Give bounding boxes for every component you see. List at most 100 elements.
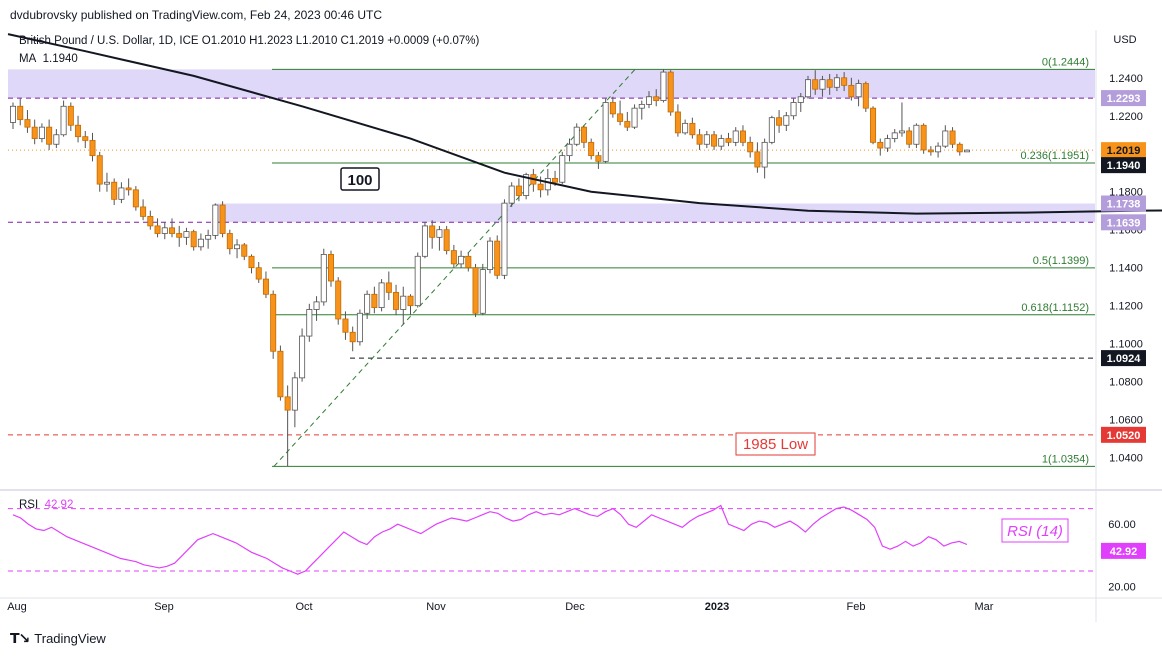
candle-body: [805, 79, 812, 98]
candle-body: [646, 96, 653, 105]
candle-body: [147, 216, 154, 227]
candle-body: [689, 122, 696, 136]
candle-body: [46, 126, 53, 145]
candle-body: [349, 331, 356, 343]
candle-body: [111, 181, 118, 200]
candle-body: [234, 244, 241, 250]
footer-brand-text: TradingView: [34, 631, 106, 646]
candle-body: [75, 124, 82, 138]
fib-level-label: 0.618(1.1152): [1021, 302, 1089, 314]
price-badge-label: 1.1639: [1107, 217, 1141, 229]
candle-body: [515, 185, 522, 196]
candle-body: [964, 149, 971, 153]
rsi-axis-tick: 20.00: [1108, 582, 1136, 594]
candle-body: [501, 202, 508, 276]
candle-body: [31, 126, 38, 139]
symbol-legend[interactable]: British Pound / U.S. Dollar, 1D, ICE O1.…: [19, 35, 480, 47]
candle-body: [776, 117, 783, 126]
candle-body: [956, 143, 963, 153]
time-axis-tick: Nov: [426, 601, 446, 613]
candle-body: [9, 105, 16, 123]
candle-body: [544, 178, 551, 191]
candle-body: [262, 278, 269, 295]
ma-period-badge: 100: [347, 172, 372, 189]
low-1985-badge-box: [735, 432, 816, 456]
price-axis-tick: 1.1000: [1109, 339, 1143, 351]
candle-body: [682, 122, 689, 134]
candle-body: [291, 377, 298, 411]
candle-body: [414, 255, 421, 307]
candle-body: [190, 231, 197, 248]
candle-body: [949, 130, 956, 145]
ma-period-badge-box: [340, 167, 380, 191]
candle-body: [891, 132, 898, 139]
rsi-line: [12, 504, 968, 575]
candle-body: [270, 293, 277, 352]
candle-body: [906, 130, 913, 145]
candle-body: [768, 117, 775, 143]
price-axis-tick: 1.1200: [1109, 301, 1143, 313]
rsi-axis-tick: 60.00: [1108, 519, 1136, 531]
price-badge-bg: [1101, 214, 1146, 231]
candle-body: [761, 141, 768, 168]
price-axis-tick: 1.2200: [1109, 111, 1143, 123]
fib-level-label: 0.236(1.1951): [1021, 150, 1090, 162]
price-badge-bg: [1101, 157, 1146, 174]
candle-body: [732, 130, 739, 143]
candle-body: [197, 238, 204, 248]
ma-legend-label: MA: [19, 53, 37, 65]
price-axis-tick: 1.2400: [1109, 73, 1143, 85]
candle-body: [602, 102, 609, 162]
candle-body: [631, 107, 638, 128]
candle-body: [53, 134, 60, 145]
candle-body: [624, 121, 631, 128]
footer-brand[interactable]: 𝗧↘ TradingView: [10, 630, 106, 647]
candle-body: [862, 83, 869, 109]
candle-body: [118, 187, 125, 200]
candle-body: [833, 77, 840, 88]
fib-level-label: 0(1.2444): [1042, 56, 1089, 68]
candle-body: [241, 244, 248, 257]
candle-body: [660, 71, 667, 101]
candle-body: [588, 141, 595, 157]
candle-body: [609, 102, 616, 115]
candle-body: [421, 225, 428, 257]
candle-body: [486, 240, 493, 270]
candle-body: [566, 143, 573, 157]
price-axis-unit: USD: [1113, 34, 1136, 46]
candle-body: [790, 102, 797, 117]
candle-body: [371, 293, 378, 308]
candle-body: [870, 107, 877, 143]
candle-body: [848, 84, 855, 98]
candle-body: [559, 155, 566, 183]
rsi-title-label: RSI (14): [1007, 523, 1063, 540]
candle-body: [754, 151, 761, 168]
candle-body: [140, 206, 147, 217]
candle-body: [472, 267, 479, 314]
candle-body: [393, 291, 400, 310]
candle-body: [819, 79, 826, 90]
rsi-badge-bg: [1101, 542, 1146, 559]
rsi-legend[interactable]: RSI 42.92: [19, 499, 73, 511]
candle-body: [436, 229, 443, 238]
candle-body: [96, 155, 103, 185]
price-badge-bg: [1101, 142, 1146, 159]
price-badge-label: 1.1738: [1107, 199, 1141, 211]
ma-legend[interactable]: MA 1.1940: [19, 53, 78, 65]
candle-body: [364, 293, 371, 314]
low-1985-label: 1985 Low: [743, 436, 808, 453]
candle-body: [783, 115, 790, 126]
fib-level-label: 0.5(1.1399): [1033, 255, 1089, 267]
candle-body: [154, 225, 161, 234]
candle-body: [335, 280, 342, 320]
candle-body: [638, 103, 645, 109]
candle-body: [927, 149, 934, 153]
rsi-legend-label: RSI: [19, 499, 39, 511]
candle-body: [711, 134, 718, 147]
candle-body: [24, 119, 31, 128]
candle-body: [67, 105, 74, 126]
candle-body: [299, 335, 306, 379]
candle-body: [812, 79, 819, 90]
candle-body: [747, 141, 754, 153]
